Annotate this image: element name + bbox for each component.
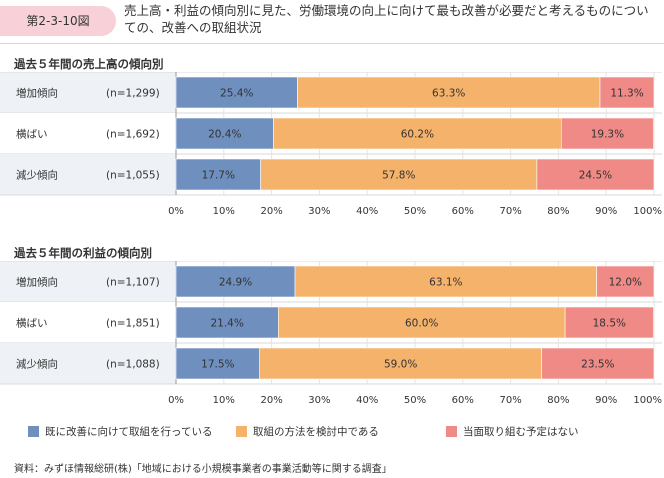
x-tick-label: 30% <box>308 395 330 406</box>
bar-segment-no-plan <box>541 347 655 380</box>
data-label: 20.4% <box>208 129 241 141</box>
row-band <box>0 302 176 343</box>
x-tick-label: 20% <box>260 395 282 406</box>
sample-size-label: (n=1,299) <box>106 88 160 100</box>
category-label: 増加傾向 <box>16 276 58 289</box>
row-band <box>0 113 176 154</box>
row-band <box>0 154 176 195</box>
sample-size-label: (n=1,692) <box>106 129 160 141</box>
data-label: 63.3% <box>432 88 465 100</box>
sample-size-label: (n=1,851) <box>106 318 160 330</box>
data-label: 24.9% <box>219 277 252 289</box>
x-tick-label: 0% <box>168 206 184 217</box>
data-label: 23.5% <box>581 359 614 371</box>
bar-segment-considering <box>297 76 601 109</box>
bar-segment-no-plan <box>560 117 654 150</box>
legend-label-considering: 取組の方法を検討中である <box>253 426 379 438</box>
category-label: 横ばい <box>16 317 48 330</box>
bar-segment-considering <box>260 158 538 191</box>
row-band <box>0 261 176 302</box>
data-label: 63.1% <box>429 277 462 289</box>
data-label: 12.0% <box>609 277 642 289</box>
sample-size-label: (n=1,088) <box>106 359 160 371</box>
data-label: 11.3% <box>610 88 643 100</box>
x-tick-label: 70% <box>499 395 521 406</box>
x-tick-label: 60% <box>452 206 474 217</box>
bar-segment-already <box>175 347 260 380</box>
x-tick-label: 30% <box>308 206 330 217</box>
figure-title: 売上高・利益の傾向別に見た、労働環境の向上に向けて最も改善が必要だと考えるものに… <box>124 3 649 35</box>
legend-label-no-plan: 当面取り組む予定はない <box>463 426 579 438</box>
data-label: 60.0% <box>405 318 438 330</box>
bar-segment-already <box>175 265 296 298</box>
x-tick-label: 50% <box>404 206 426 217</box>
data-label: 25.4% <box>220 88 253 100</box>
x-tick-label: 60% <box>452 395 474 406</box>
data-label: 17.5% <box>201 359 234 371</box>
legend-item-no-plan: 当面取り組む予定はない <box>446 424 579 439</box>
legend-label-already: 既に改善に向けて取組を行っている <box>45 426 213 438</box>
sample-size-label: (n=1,055) <box>106 170 160 182</box>
bar-segment-no-plan <box>536 158 655 191</box>
data-label: 17.7% <box>202 170 235 182</box>
panel-title-profit: 過去５年間の利益の傾向別 <box>14 246 152 260</box>
x-tick-label: 40% <box>356 206 378 217</box>
data-label: 19.3% <box>591 129 624 141</box>
header-divider <box>0 43 664 44</box>
bar-segment-already <box>175 76 298 109</box>
x-tick-label: 50% <box>404 395 426 406</box>
x-tick-label: 90% <box>595 206 617 217</box>
data-label: 24.5% <box>579 170 612 182</box>
sales-trend-stacked-bar-chart: 増加傾向 (n=1,299) 横ばい (n=1,692) 減少傾向 (n=1,055) 25… <box>0 72 662 217</box>
bar-segment-no-plan <box>599 76 655 109</box>
sample-size-label: (n=1,107) <box>106 277 160 289</box>
x-tick-label: 80% <box>547 206 569 217</box>
x-tick-label: 70% <box>499 206 521 217</box>
category-label: 減少傾向 <box>16 169 58 182</box>
x-tick-label: 100% <box>633 206 662 217</box>
x-tick-label: 10% <box>213 206 235 217</box>
x-tick-label: 80% <box>547 395 569 406</box>
bar-segment-considering <box>259 347 542 380</box>
bar-segment-already <box>175 306 279 339</box>
x-tick-label: 0% <box>168 395 184 406</box>
legend-swatch-red <box>446 426 457 437</box>
row-band <box>0 72 176 113</box>
x-tick-label: 10% <box>213 395 235 406</box>
x-tick-label: 20% <box>260 206 282 217</box>
data-label: 18.5% <box>593 318 626 330</box>
bar-segment-no-plan <box>564 306 654 339</box>
bar-segment-already <box>175 117 274 150</box>
bar-segment-already <box>175 158 261 191</box>
source-note: 資料：みずほ情報総研(株)「地域における小規模事業者の事業活動等に関する調査」 <box>14 464 392 475</box>
row-band <box>0 343 176 384</box>
category-label: 横ばい <box>16 128 48 141</box>
profit-trend-stacked-bar-chart: 増加傾向 (n=1,107) 横ばい (n=1,851) 減少傾向 (n=1,088) 24… <box>0 261 662 406</box>
panel-title-sales: 過去５年間の売上高の傾向別 <box>14 57 164 71</box>
data-label: 21.4% <box>210 318 243 330</box>
x-tick-label: 90% <box>595 395 617 406</box>
bar-segment-no-plan <box>596 265 655 298</box>
legend-item-already: 既に改善に向けて取組を行っている <box>28 424 212 439</box>
x-tick-label: 100% <box>633 395 662 406</box>
legend-swatch-orange <box>236 426 247 437</box>
category-label: 減少傾向 <box>16 358 58 371</box>
data-label: 59.0% <box>384 359 417 371</box>
data-label: 60.2% <box>401 129 434 141</box>
category-label: 増加傾向 <box>16 87 58 100</box>
legend-swatch-blue <box>28 426 39 437</box>
legend-item-considering: 取組の方法を検討中である <box>236 424 379 439</box>
data-label: 57.8% <box>382 170 415 182</box>
bar-segment-considering <box>277 306 566 339</box>
x-tick-label: 40% <box>356 395 378 406</box>
figure-label: 第2-3-10図 <box>0 6 116 36</box>
